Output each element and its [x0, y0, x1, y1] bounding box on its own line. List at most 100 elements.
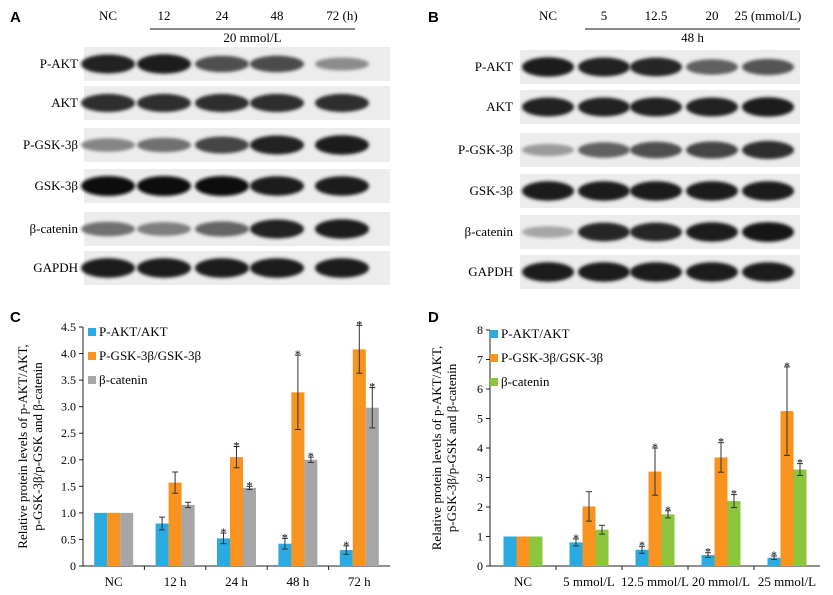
bar — [582, 506, 596, 566]
significance-marker: * — [356, 317, 362, 331]
blot-band — [137, 93, 191, 113]
lane-label: 25 (mmol/L) — [735, 8, 802, 23]
blot-band — [315, 57, 369, 71]
panel-letter-c: C — [10, 309, 21, 326]
blot-band — [81, 93, 135, 113]
blot-band — [250, 93, 304, 113]
bar-chart-d: 0 1 2 3 4 5 6 7 8 Relative protein levels of p-AK… — [429, 323, 820, 589]
significance-marker: * — [369, 380, 375, 394]
significance-marker: * — [573, 531, 579, 545]
bar — [503, 536, 517, 566]
significance-marker: * — [797, 456, 803, 470]
blot-row-label: P-GSK-3β — [458, 142, 513, 157]
y-axis-label: Relative protein levels of p-AKT/AKT, — [429, 346, 444, 550]
blot-band — [742, 58, 794, 76]
x-tick-label: 24 h — [225, 574, 248, 589]
panel-letter-a: A — [10, 9, 21, 26]
lane-label: 48 — [271, 8, 284, 23]
blot-row-label: P-AKT — [475, 59, 513, 74]
bar — [569, 542, 583, 566]
y-axis-label: p-GSK-3β/p-GSK and β-catenin — [30, 362, 45, 531]
x-tick-label: 25 mmol/L — [758, 574, 816, 589]
blot-band — [578, 222, 630, 242]
y-tick-label: 4.5 — [61, 320, 76, 334]
blot-band — [250, 219, 304, 239]
blot-band — [81, 138, 135, 152]
blot-band — [81, 54, 135, 74]
legend-label: β-catenin — [99, 372, 148, 387]
blot-band — [195, 176, 249, 196]
significance-marker: * — [308, 449, 314, 463]
bar — [304, 459, 318, 566]
blot-row-label: GAPDH — [33, 260, 78, 275]
blot-band — [742, 140, 794, 160]
lane-label: NC — [539, 8, 557, 23]
y-tick-label: 1.0 — [61, 506, 76, 520]
bar — [780, 411, 794, 566]
bar — [352, 349, 366, 566]
blot-band — [578, 142, 630, 158]
blot-band — [630, 57, 682, 77]
blot-band — [522, 226, 574, 238]
legend-label: P-AKT/AKT — [99, 324, 168, 339]
blot-band — [250, 135, 304, 155]
significance-marker: * — [784, 359, 790, 373]
group-label: 48 h — [681, 30, 704, 45]
blot-band — [686, 222, 738, 242]
bar-chart-c: 0 0.5 1.0 1.5 2.0 2.5 3.0 3.5 4.0 4.5 Relative pro… — [15, 317, 390, 589]
blot-band — [742, 222, 794, 242]
significance-marker: * — [652, 440, 658, 454]
x-tick-label: 20 mmol/L — [692, 574, 750, 589]
legend-label: β-catenin — [501, 374, 550, 389]
legend-label: P-GSK-3β/GSK-3β — [99, 348, 201, 363]
panel-letter-d: D — [428, 309, 439, 326]
blot-band — [137, 258, 191, 278]
blot-band — [742, 262, 794, 282]
y-tick-label: 0.5 — [61, 532, 76, 546]
y-tick-label: 0 — [70, 559, 76, 573]
blot-band — [137, 137, 191, 153]
panel-letter-b: B — [428, 9, 439, 26]
blot-band — [195, 55, 249, 73]
y-tick-label: 2.5 — [61, 426, 76, 440]
blot-band — [522, 97, 574, 117]
y-tick-label: 1 — [477, 530, 483, 544]
x-tick-label: 12.5 mmol/L — [621, 574, 689, 589]
blot-band — [137, 176, 191, 196]
lane-label: 20 — [706, 8, 719, 23]
blot-band — [686, 262, 738, 282]
blot-band — [578, 181, 630, 201]
bar — [181, 504, 195, 566]
blot-band — [686, 141, 738, 159]
legend-swatch — [490, 354, 498, 362]
blot-band — [522, 262, 574, 282]
western-blot-b: NC 5 12.5 20 25 (mmol/L) 48 h P-AKT AKT P-GSK-3β… — [458, 8, 801, 289]
bar — [243, 487, 256, 566]
blot-row-label: AKT — [486, 99, 513, 114]
bar — [793, 469, 807, 566]
x-tick-label: 5 mmol/L — [563, 574, 615, 589]
bar — [365, 407, 379, 566]
y-tick-label: 3.5 — [61, 373, 76, 387]
y-axis-label: Relative protein levels of p-AKT/AKT, — [15, 344, 30, 548]
bar — [701, 555, 715, 566]
y-tick-label: 5 — [477, 412, 483, 426]
y-tick-label: 4 — [477, 441, 483, 455]
y-tick-label: 3 — [477, 471, 483, 485]
blot-band — [522, 143, 574, 157]
blot-band — [250, 176, 304, 196]
blot-band — [686, 97, 738, 117]
blot-band — [195, 221, 249, 237]
legend-swatch — [490, 378, 498, 386]
significance-marker: * — [639, 538, 645, 552]
legend-swatch — [88, 376, 96, 384]
y-tick-label: 3.0 — [61, 400, 76, 414]
blot-row-label: P-GSK-3β — [23, 137, 78, 152]
significance-marker: * — [705, 545, 711, 559]
blot-band — [630, 262, 682, 282]
blot-band — [137, 222, 191, 236]
significance-marker: * — [295, 347, 301, 361]
bar — [516, 536, 530, 566]
blot-row-label: GAPDH — [468, 264, 513, 279]
